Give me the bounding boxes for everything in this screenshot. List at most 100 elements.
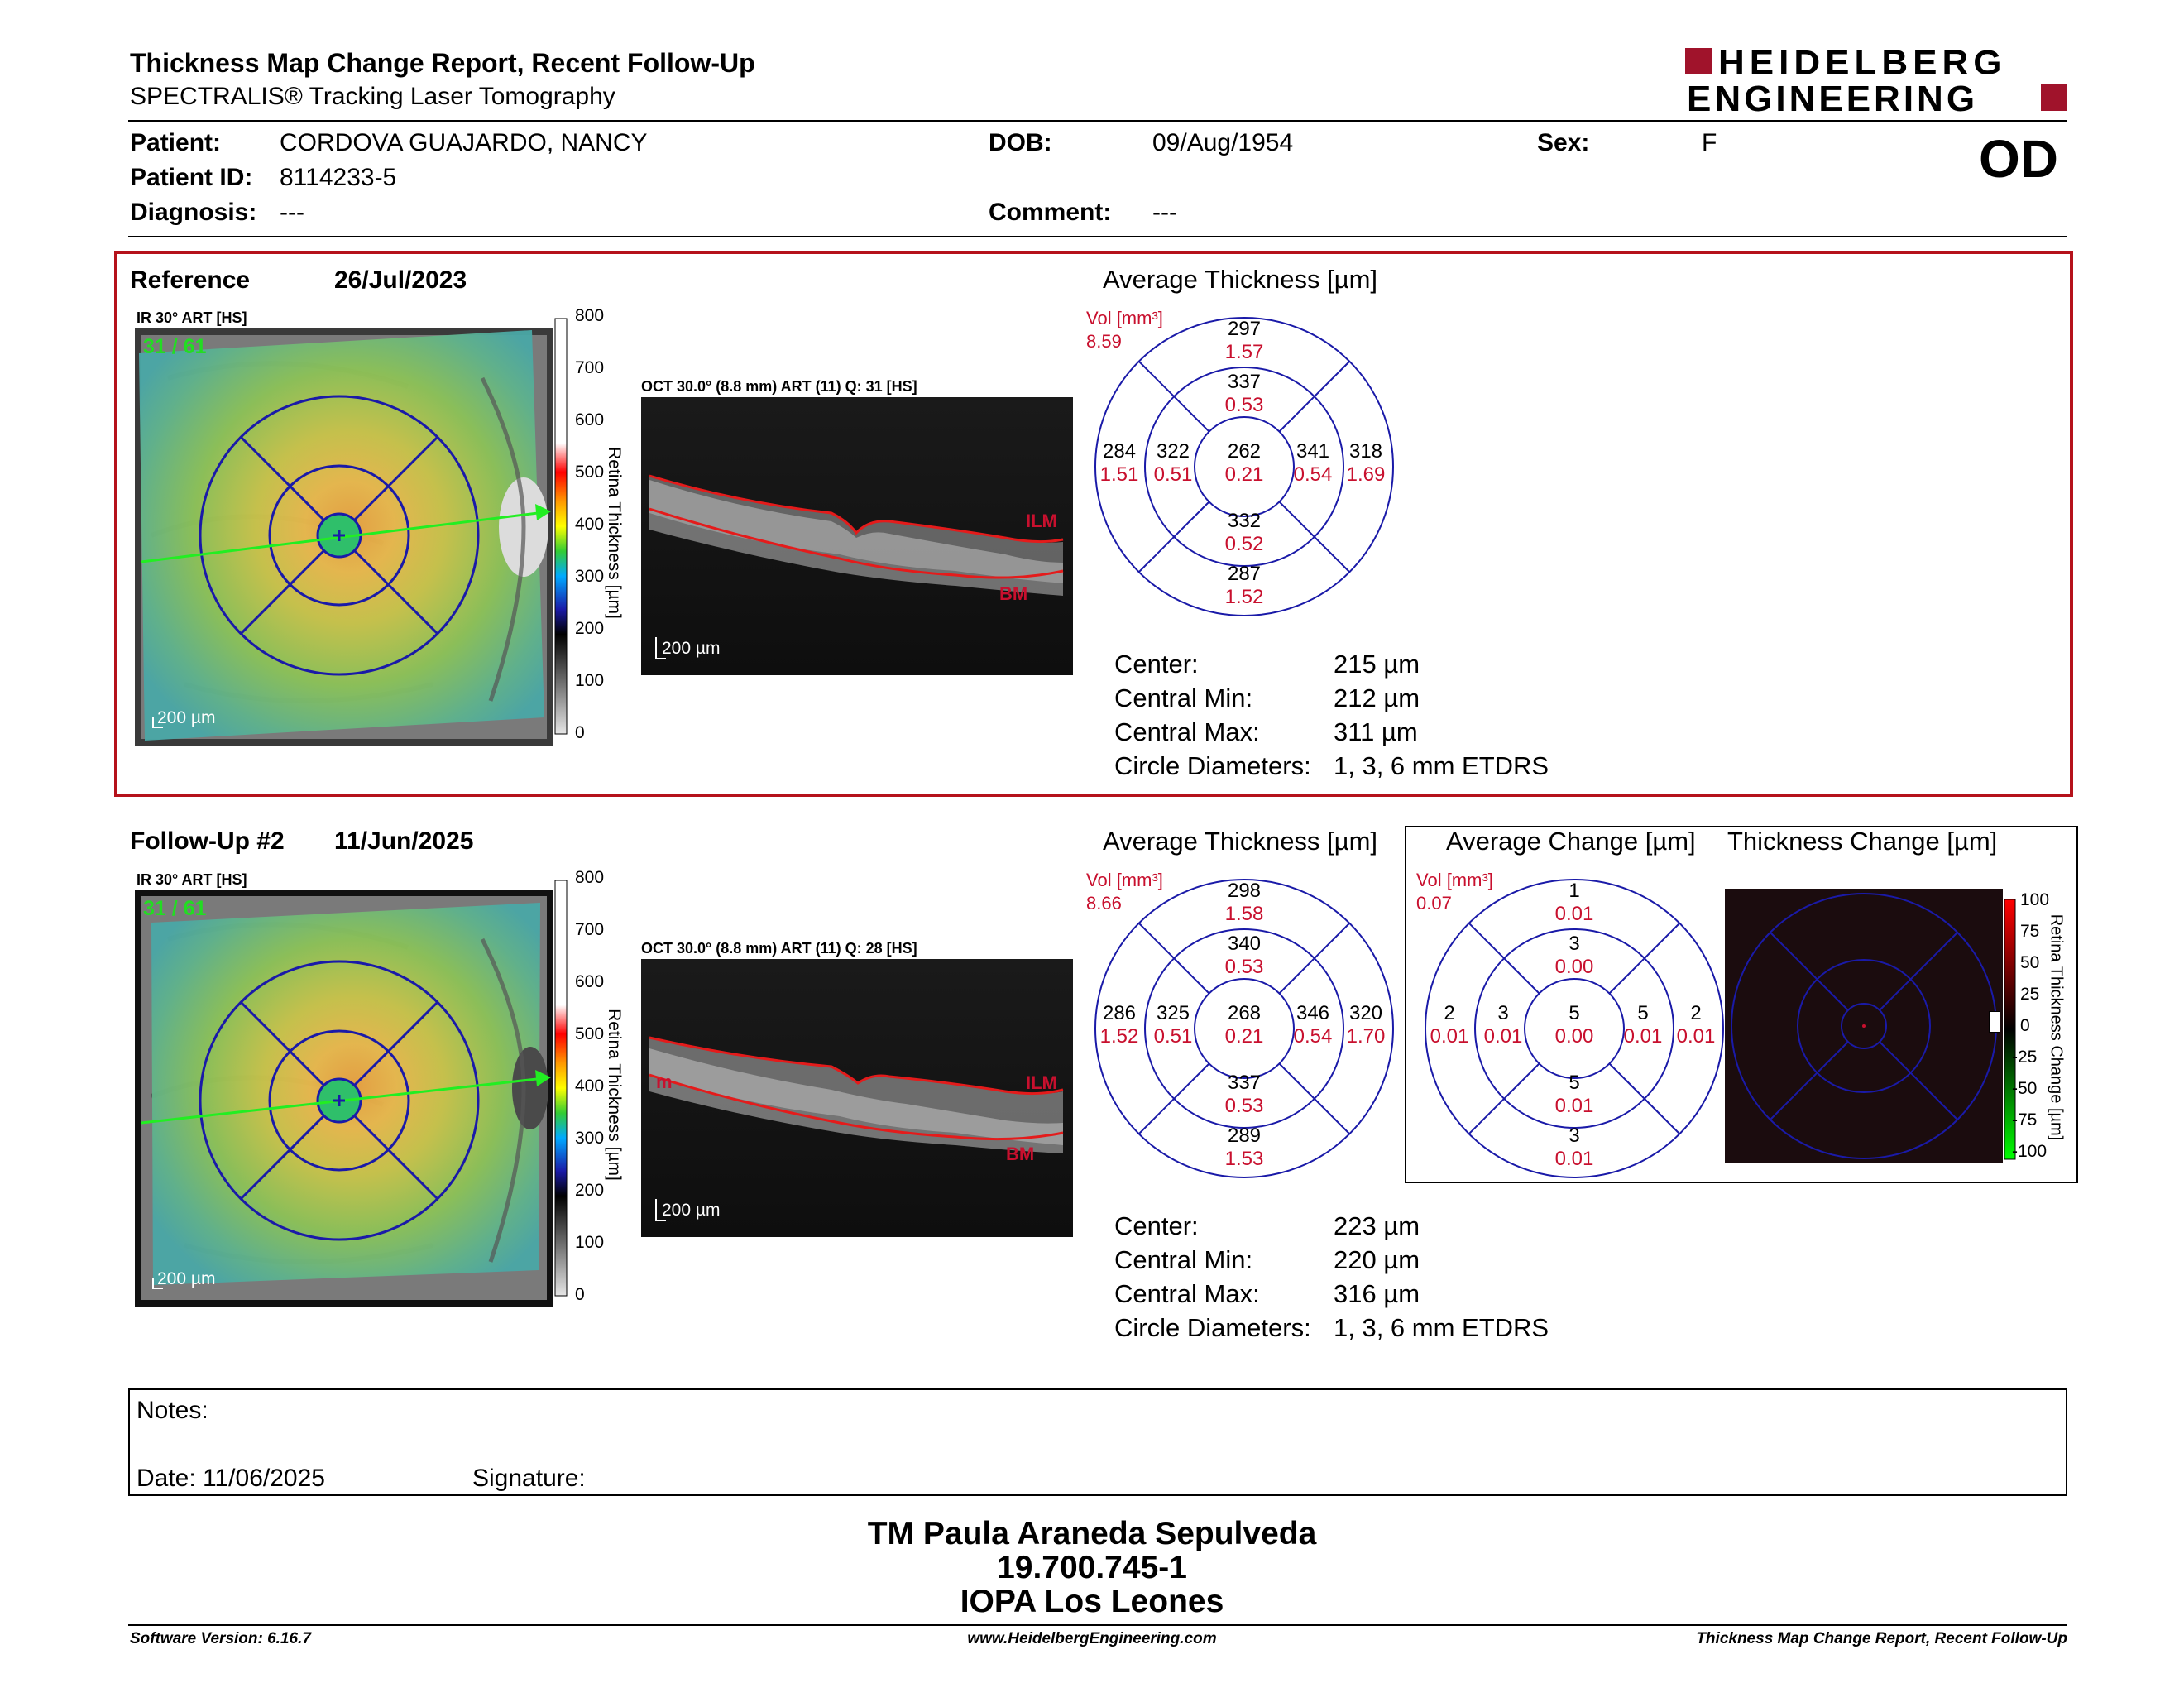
center-value: 223 µm xyxy=(1334,1211,1420,1240)
etdrs-center: 5 0.00 xyxy=(1545,1002,1604,1048)
comment-label: Comment: xyxy=(989,199,1112,226)
thickness-colorbar-title: Retina Thickness [µm] xyxy=(605,447,624,619)
patient-name: CORDOVA GUAJARDO, NANCY xyxy=(280,129,648,156)
volume-change-value: 0.01 xyxy=(1554,1148,1594,1170)
ir-fundus-image-followup xyxy=(135,890,553,1307)
oct-scale-bar-label: 200 µm xyxy=(662,1201,721,1220)
dob-value: 09/Aug/1954 xyxy=(1152,129,1294,156)
volume-value: 0.53 xyxy=(1224,956,1264,978)
thickness-value: 297 xyxy=(1227,318,1262,340)
volume-change-value: 0.00 xyxy=(1554,1025,1594,1048)
central-max-label: Central Max: xyxy=(1114,1279,1260,1308)
volume-value: 0.53 xyxy=(1224,1095,1264,1117)
logo-line2: ENGINEERING xyxy=(1687,79,1979,119)
central-max-value: 316 µm xyxy=(1334,1279,1420,1308)
etdrs-grid-followup xyxy=(1094,879,1394,1178)
colorbar-tick: 0 xyxy=(575,1285,585,1304)
website-link[interactable]: www.HeidelbergEngineering.com xyxy=(967,1630,1217,1647)
vol-value: 8.66 xyxy=(1086,893,1122,914)
volume-change-value: 0.01 xyxy=(1676,1025,1716,1048)
change-value: 2 xyxy=(1690,1002,1702,1024)
comment-value: --- xyxy=(1152,199,1177,226)
change-colorbar-ticks: 100 75 50 25 0 -25 -50 -75 -100 xyxy=(2012,890,2049,1163)
colorbar-tick: -50 xyxy=(2012,1079,2038,1098)
thickness-value: 346 xyxy=(1296,1002,1330,1024)
colorbar-tick: 500 xyxy=(575,1024,605,1043)
vol-label: Vol [mm³] xyxy=(1086,308,1163,328)
colorbar-tick: 100 xyxy=(575,1233,605,1252)
patient-id-value: 8114233-5 xyxy=(280,164,397,191)
ir-label: IR 30° ART [HS] xyxy=(136,871,247,888)
change-value: 3 xyxy=(1497,1002,1509,1024)
vol-value: 0.07 xyxy=(1416,893,1452,914)
logo-line1: HEIDELBERG xyxy=(1718,43,2007,82)
report-subtitle: SPECTRALIS® Tracking Laser Tomography xyxy=(130,83,615,110)
colorbar-tick: 600 xyxy=(575,972,605,991)
colorbar-tick: -100 xyxy=(2012,1142,2048,1161)
eye-label: OD xyxy=(1979,129,2058,189)
volume-value: 1.52 xyxy=(1224,586,1264,608)
etdrs-outer-superior: 1 0.01 xyxy=(1520,880,1629,926)
heidelberg-logo: HEIDELBERG ENGINEERING xyxy=(1685,43,2069,119)
bm-label: BM xyxy=(1006,1144,1035,1164)
colorbar-tick: 25 xyxy=(2020,985,2040,1004)
volume-value: 1.52 xyxy=(1099,1025,1139,1048)
thickness-value: 322 xyxy=(1156,440,1190,463)
oct-label: OCT 30.0° (8.8 mm) ART (11) Q: 28 [HS] xyxy=(641,940,917,957)
notes-box[interactable] xyxy=(128,1388,2067,1496)
oct-scale-bar-label: 200 µm xyxy=(662,639,721,658)
change-value: 5 xyxy=(1569,1072,1580,1094)
etdrs-outer-nasal: 2 0.01 xyxy=(1667,1002,1725,1048)
volume-value: 1.57 xyxy=(1224,341,1264,363)
colorbar-tick: 200 xyxy=(575,1181,605,1200)
sex-value: F xyxy=(1702,129,1717,156)
central-min-value: 212 µm xyxy=(1334,683,1420,712)
etdrs-outer-superior: 298 1.58 xyxy=(1190,880,1299,926)
etdrs-inner-inferior: 5 0.01 xyxy=(1520,1072,1629,1118)
signer-organization: IOPA Los Leones xyxy=(960,1584,1224,1619)
volume-change-value: 0.01 xyxy=(1554,1095,1594,1117)
avg-thickness-title: Average Thickness [µm] xyxy=(1103,265,1378,294)
thickness-value: 262 xyxy=(1227,440,1262,463)
thickness-colorbar-ticks-followup: 800 700 600 500 400 300 200 100 0 xyxy=(575,868,612,1315)
etdrs-outer-nasal: 320 1.70 xyxy=(1337,1002,1395,1048)
m-label: m xyxy=(656,1072,673,1092)
signer-id: 19.700.745-1 xyxy=(997,1550,1187,1585)
colorbar-tick: 500 xyxy=(575,463,605,482)
oct-bscan-reference xyxy=(641,397,1073,675)
etdrs-outer-temporal: 284 1.51 xyxy=(1090,440,1148,487)
thickness-value: 287 xyxy=(1227,563,1262,585)
thickness-value: 289 xyxy=(1227,1125,1262,1147)
volume-value: 0.21 xyxy=(1224,463,1264,486)
etdrs-center: 262 0.21 xyxy=(1214,440,1274,487)
thickness-change-map xyxy=(1725,889,2003,1163)
change-panel xyxy=(1405,826,2078,1183)
center-value: 215 µm xyxy=(1334,650,1420,679)
change-value: 1 xyxy=(1569,880,1580,902)
colorbar-tick: 300 xyxy=(575,1129,605,1148)
vol-label: Vol [mm³] xyxy=(1086,870,1163,890)
reference-panel xyxy=(114,251,2073,797)
etdrs-inner-temporal: 3 0.01 xyxy=(1474,1002,1532,1048)
thickness-value: 340 xyxy=(1227,933,1262,955)
ir-fundus-image-reference xyxy=(135,328,553,746)
thickness-value: 318 xyxy=(1348,440,1383,463)
etdrs-outer-temporal: 2 0.01 xyxy=(1420,1002,1478,1048)
ilm-label: ILM xyxy=(1026,1072,1057,1093)
circle-diameters-label: Circle Diameters: xyxy=(1114,751,1311,780)
logo-square-icon xyxy=(2041,84,2067,111)
signature-label: Signature: xyxy=(472,1465,586,1492)
central-min-label: Central Min: xyxy=(1114,683,1253,712)
etdrs-inner-inferior: 332 0.52 xyxy=(1190,510,1299,556)
volume-value: 0.53 xyxy=(1224,394,1264,416)
volume-value: 0.54 xyxy=(1293,1025,1333,1048)
etdrs-inner-superior: 340 0.53 xyxy=(1190,933,1299,979)
thickness-value: 320 xyxy=(1348,1002,1383,1024)
colorbar-tick: 400 xyxy=(575,515,605,534)
oct-label: OCT 30.0° (8.8 mm) ART (11) Q: 31 [HS] xyxy=(641,378,917,395)
vol-value: 8.59 xyxy=(1086,331,1122,352)
patient-id-label: Patient ID: xyxy=(130,164,253,191)
volume-value: 1.58 xyxy=(1224,903,1264,925)
ir-scale-bar-label: 200 µm xyxy=(157,708,216,727)
ir-frame-counter: 31 / 61 xyxy=(143,897,207,920)
